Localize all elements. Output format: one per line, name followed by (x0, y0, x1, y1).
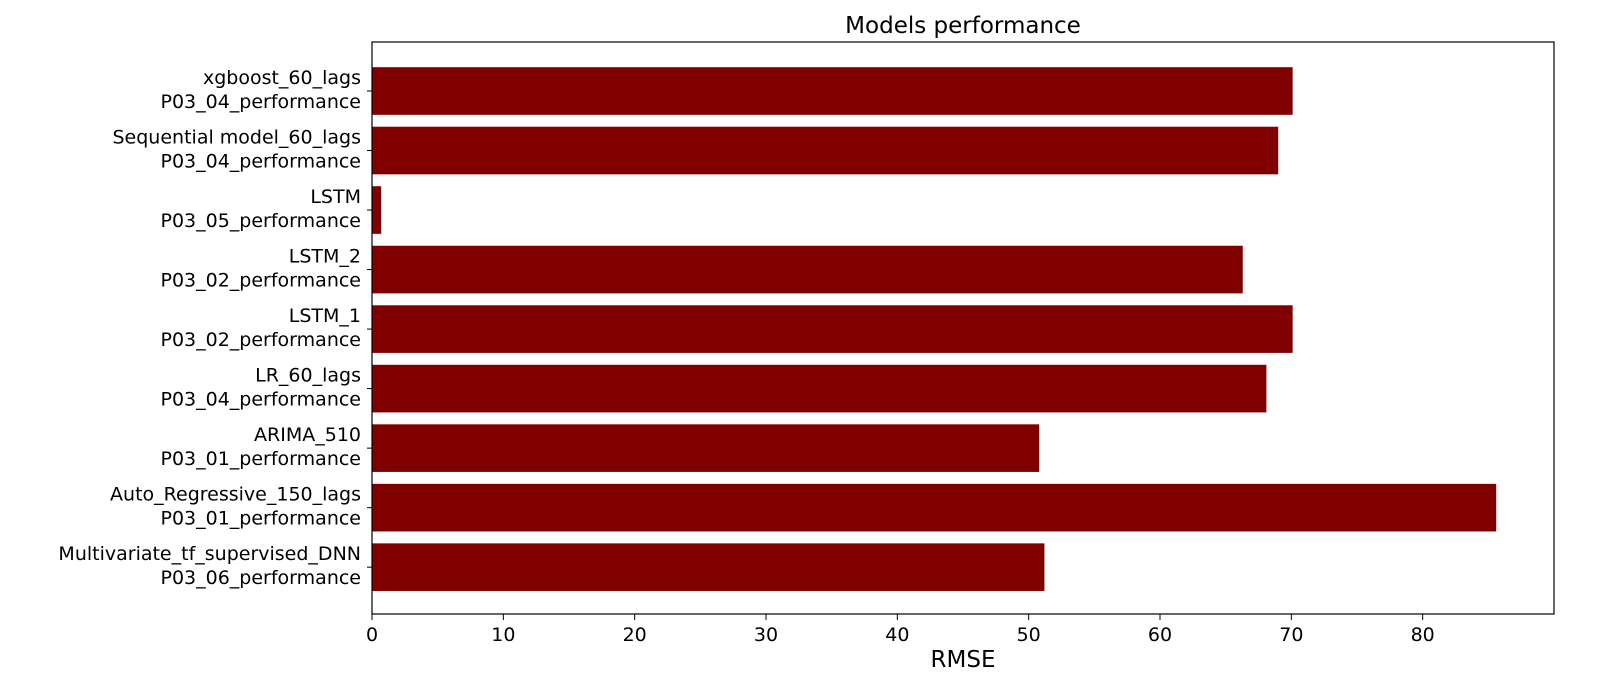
x-tick-label: 0 (366, 624, 378, 646)
y-tick-label: LR_60_lags P03_04_performance (161, 365, 362, 411)
bar (372, 543, 1045, 591)
y-tick-label-line: P03_01_performance (161, 448, 362, 470)
bar (372, 424, 1040, 472)
x-tick-label: 40 (885, 624, 909, 646)
y-tick-label: Sequential model_60_lags P03_04_performan… (113, 127, 362, 173)
chart-title: Models performance (845, 13, 1081, 39)
x-tick-label: 10 (491, 624, 515, 646)
bar (372, 483, 1497, 532)
x-tick-label: 20 (623, 624, 647, 646)
y-tick-label: LSTM P03_05_performance (161, 186, 362, 232)
x-tick-label: 60 (1148, 624, 1172, 646)
x-tick-label: 70 (1279, 624, 1303, 646)
y-tick-label: ARIMA_510 P03_01_performance (161, 424, 362, 470)
y-tick-label-line: Sequential model_60_lags (113, 127, 362, 149)
bars-group (372, 67, 1497, 591)
y-tick-label-line: LR_60_lags (255, 365, 361, 387)
plot-frame (371, 41, 1555, 615)
x-tick-label: 80 (1411, 624, 1435, 646)
y-tick-label: LSTM_2 P03_02_performance (161, 246, 362, 292)
y-tick-label: Auto_Regressive_150_lags P03_01_performan… (110, 484, 361, 530)
x-axis: 0 10 20 30 40 50 60 70 80 (366, 614, 1435, 646)
y-tick-label-line: P03_06_performance (161, 567, 362, 589)
y-tick-label-line: LSTM_2 (289, 246, 361, 268)
x-axis-label: RMSE (931, 647, 996, 673)
y-tick-label-line: ARIMA_510 (254, 424, 361, 446)
y-tick-label-line: P03_04_performance (161, 389, 362, 411)
bar (372, 245, 1243, 294)
bar (372, 305, 1293, 353)
bar (372, 126, 1279, 175)
bar (372, 67, 1293, 115)
y-tick-label-line: LSTM_1 (289, 305, 361, 327)
y-tick-label: Multivariate_tf_supervised_DNN P03_06_per… (58, 543, 361, 589)
y-tick-label: xgboost_60_lags P03_04_performance (161, 67, 362, 113)
y-tick-label-line: Multivariate_tf_supervised_DNN (58, 543, 361, 565)
y-axis: xgboost_60_lags P03_04_performanceSequent… (58, 67, 372, 589)
y-tick-label-line: P03_05_performance (161, 210, 362, 232)
y-tick-label-line: LSTM (310, 186, 361, 208)
x-tick-label: 30 (754, 624, 778, 646)
y-tick-label: LSTM_1 P03_02_performance (161, 305, 362, 351)
y-tick-label-line: Auto_Regressive_150_lags (110, 484, 361, 506)
y-tick-label-line: P03_02_performance (161, 270, 362, 292)
x-tick-label: 50 (1017, 624, 1041, 646)
y-tick-label-line: P03_01_performance (161, 508, 362, 530)
y-tick-label-line: xgboost_60_lags (203, 67, 361, 89)
bar (372, 364, 1267, 413)
y-tick-label-line: P03_02_performance (161, 329, 362, 351)
bar (372, 186, 382, 234)
y-tick-label-line: P03_04_performance (161, 151, 362, 173)
y-tick-label-line: P03_04_performance (161, 91, 362, 113)
